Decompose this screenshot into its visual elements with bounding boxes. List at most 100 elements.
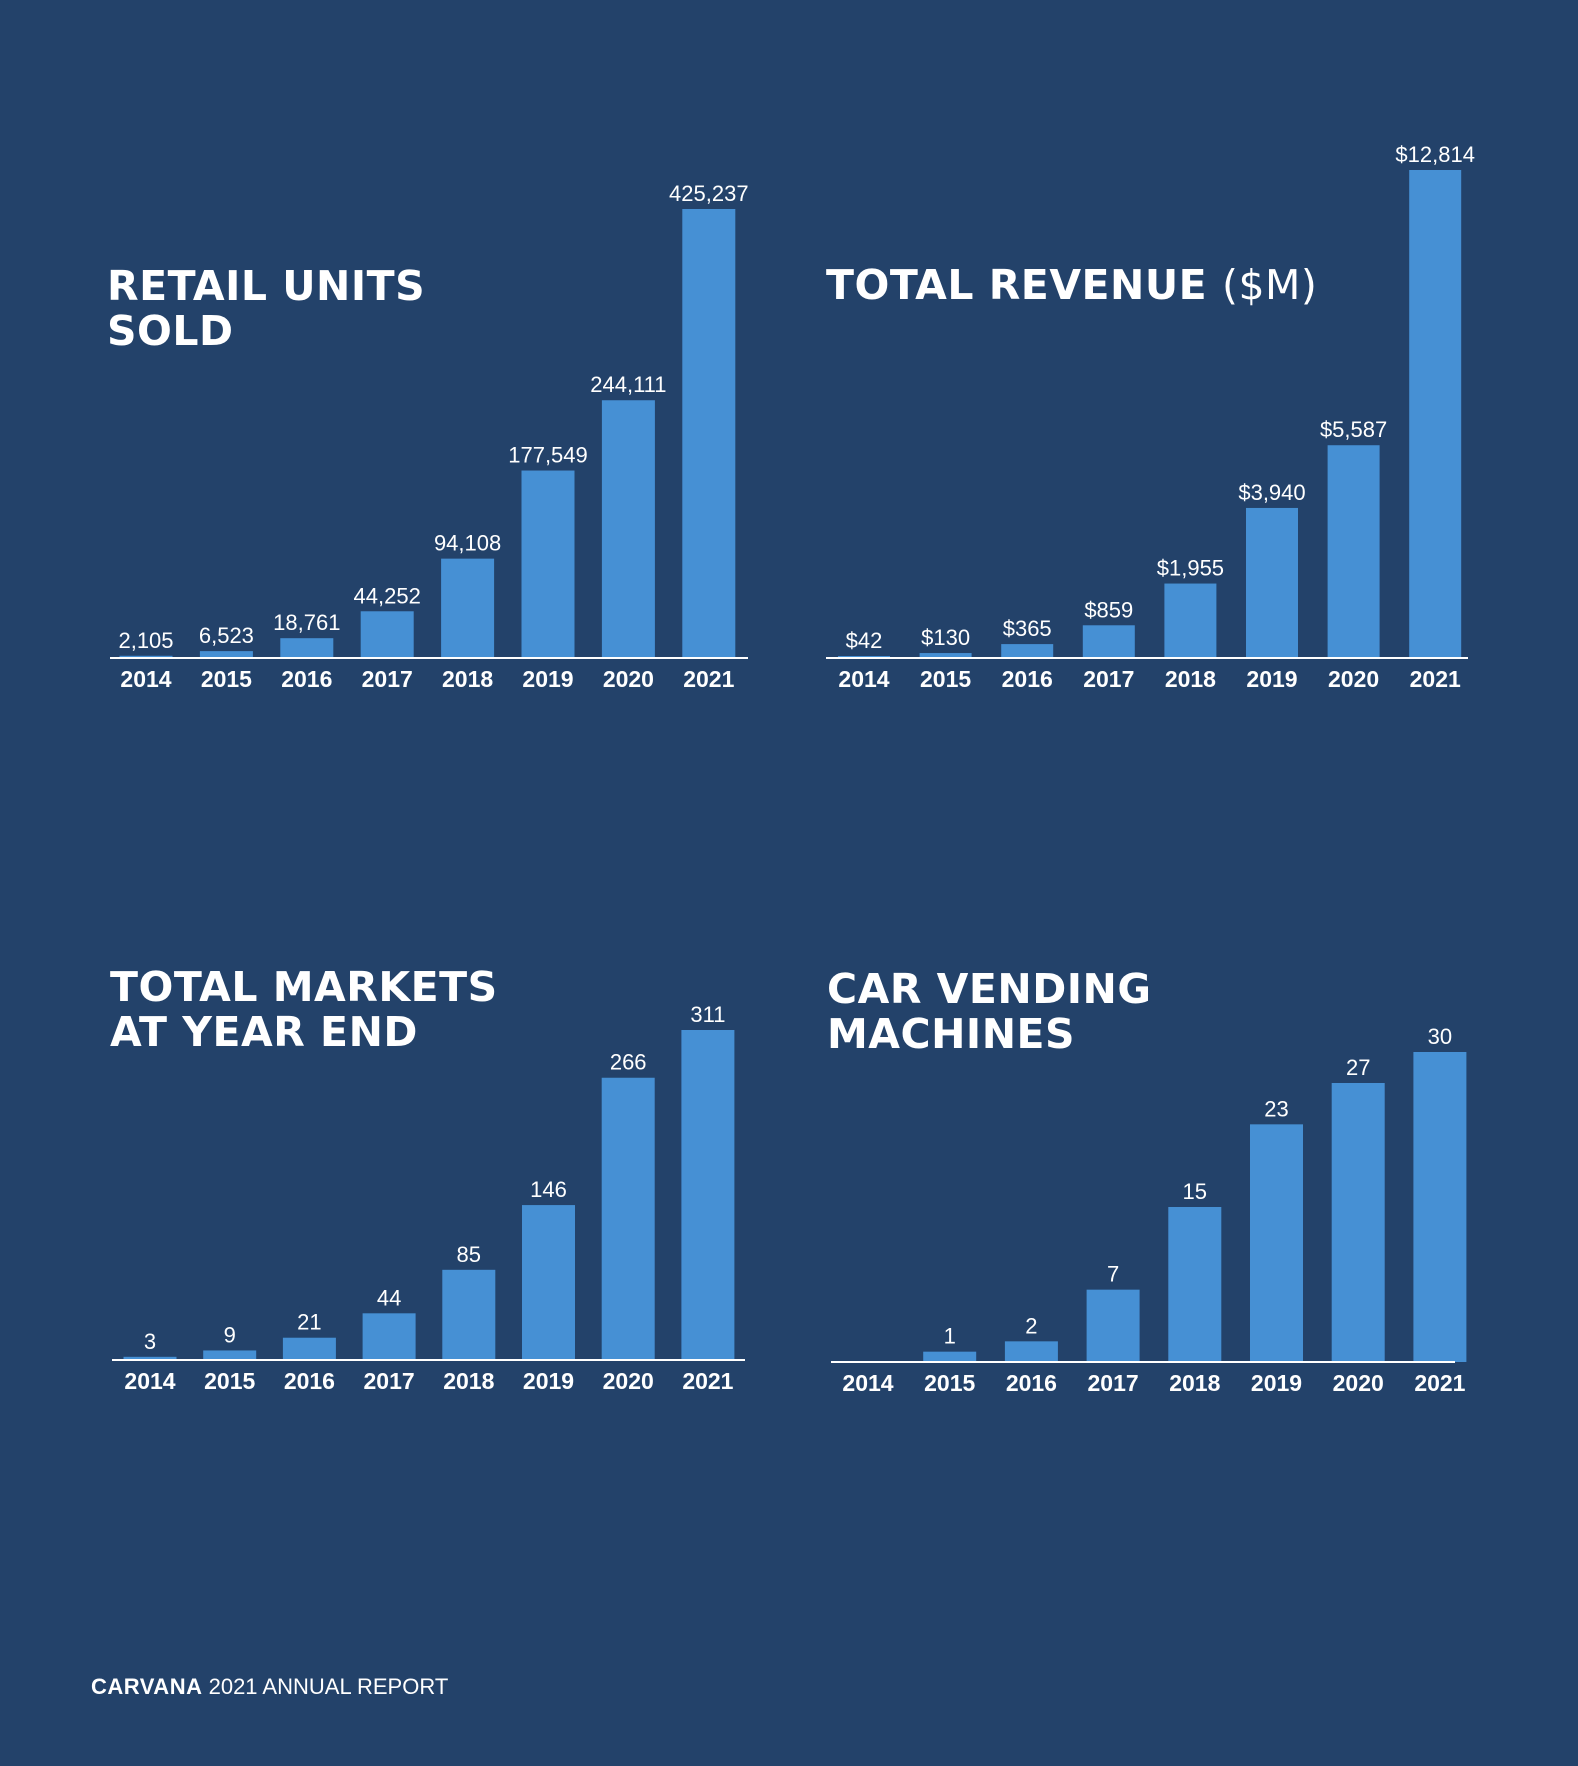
tick-label-2014: 2014 xyxy=(838,666,889,692)
tick-label-2018: 2018 xyxy=(443,1368,494,1394)
bar-2020 xyxy=(601,400,655,658)
bar-2016 xyxy=(280,638,334,658)
data-label-2021: 311 xyxy=(690,1002,725,1027)
data-label-2016: 18,761 xyxy=(273,610,340,635)
bar-2014 xyxy=(123,1356,177,1360)
bar-2015 xyxy=(919,653,972,658)
tick-label-2019: 2019 xyxy=(1251,1370,1302,1396)
chart-title-line2: MACHINES xyxy=(827,1010,1076,1058)
data-label-2018: 15 xyxy=(1183,1179,1207,1204)
data-label-2014: 3 xyxy=(144,1329,156,1354)
tick-label-2015: 2015 xyxy=(924,1370,975,1396)
bar-2015 xyxy=(923,1351,977,1362)
bar-2018 xyxy=(441,558,495,658)
data-label-2015: $130 xyxy=(921,625,970,650)
chart-title-line2: SOLD xyxy=(107,307,234,355)
data-label-2021: 30 xyxy=(1428,1024,1452,1049)
chart-total-revenue: TOTAL REVENUE ($M) $42 2014 $130 2015 $365 20… xyxy=(820,142,1480,785)
tick-label-2017: 2017 xyxy=(364,1368,415,1394)
tick-label-2017: 2017 xyxy=(1083,666,1134,692)
bar-2021 xyxy=(681,1030,735,1360)
bar-2021 xyxy=(682,209,736,658)
footer-brand: CARVANA xyxy=(91,1674,203,1699)
bar-2018 xyxy=(1164,583,1217,658)
bar-2018 xyxy=(1168,1207,1222,1362)
tick-label-2021: 2021 xyxy=(683,666,734,692)
tick-label-2015: 2015 xyxy=(920,666,971,692)
chart-title-line1: RETAIL UNITS xyxy=(107,262,426,310)
data-label-2021: $12,814 xyxy=(1395,142,1475,167)
bar-2017 xyxy=(1086,1289,1140,1362)
data-label-2017: 44 xyxy=(377,1285,401,1310)
bar-2017 xyxy=(1082,625,1135,658)
bar-chart-svg: $42 2014 $130 2015 $365 2016 $859 2017 $1,955 201… xyxy=(826,142,1475,692)
data-label-2014: 2,105 xyxy=(118,628,173,653)
chart-title-line1: TOTAL MARKETS xyxy=(110,963,498,1011)
bar-2020 xyxy=(601,1077,655,1360)
tick-label-2021: 2021 xyxy=(1410,666,1461,692)
tick-label-2014: 2014 xyxy=(842,1370,893,1396)
tick-label-2019: 2019 xyxy=(522,666,573,692)
bar-2019 xyxy=(1246,507,1298,658)
tick-label-2017: 2017 xyxy=(1088,1370,1139,1396)
bar-2017 xyxy=(360,611,414,658)
data-label-2018: 94,108 xyxy=(434,531,501,556)
tick-label-2014: 2014 xyxy=(124,1368,175,1394)
bar-chart-svg: 3 2014 9 2015 21 2016 44 2017 85 2018 146 2019 266 20… xyxy=(112,1002,745,1394)
data-label-2019: $3,940 xyxy=(1238,480,1305,505)
data-label-2015: 1 xyxy=(944,1324,956,1349)
bar-2019 xyxy=(1250,1124,1303,1362)
tick-label-2016: 2016 xyxy=(281,666,332,692)
tick-label-2021: 2021 xyxy=(1414,1370,1465,1396)
data-label-2017: 7 xyxy=(1107,1262,1119,1287)
data-label-2016: 2 xyxy=(1025,1313,1037,1338)
tick-label-2015: 2015 xyxy=(204,1368,255,1394)
data-label-2016: $365 xyxy=(1003,616,1052,641)
tick-label-2018: 2018 xyxy=(1169,1370,1220,1396)
tick-label-2018: 2018 xyxy=(1165,666,1216,692)
bar-2015 xyxy=(199,651,253,658)
bar-2021 xyxy=(1413,1052,1467,1362)
tick-label-2019: 2019 xyxy=(1246,666,1297,692)
data-label-2019: 177,549 xyxy=(508,443,588,468)
bar-2014 xyxy=(119,655,173,658)
tick-label-2015: 2015 xyxy=(201,666,252,692)
chart-title: TOTAL MARKETS AT YEAR END xyxy=(110,965,498,1055)
chart-title: CAR VENDING MACHINES xyxy=(827,967,1151,1057)
bar-2021 xyxy=(1409,170,1462,658)
bar-2020 xyxy=(1331,1083,1385,1362)
bar-2016 xyxy=(1001,644,1054,658)
footer-text: 2021 ANNUAL REPORT xyxy=(202,1674,449,1699)
data-label-2018: $1,955 xyxy=(1157,556,1224,581)
data-label-2017: $859 xyxy=(1084,597,1133,622)
bar-2016 xyxy=(282,1337,336,1360)
chart-title: RETAIL UNITS SOLD xyxy=(107,264,425,354)
bar-2019 xyxy=(522,1205,575,1360)
data-label-2021: 425,237 xyxy=(669,181,749,206)
bar-2019 xyxy=(521,470,575,658)
data-label-2014: $42 xyxy=(846,628,883,653)
data-label-2020: 266 xyxy=(610,1050,647,1075)
data-label-2019: 23 xyxy=(1264,1096,1288,1121)
tick-label-2014: 2014 xyxy=(120,666,171,692)
chart-retail-units: RETAIL UNITS SOLD 2,105 2014 6,523 2015 18,7… xyxy=(100,181,760,805)
chart-title-line1: TOTAL REVENUE xyxy=(826,261,1208,309)
tick-label-2020: 2020 xyxy=(603,666,654,692)
chart-car-vending: CAR VENDING MACHINES 2014 1 2015 2 2016 7 2017… xyxy=(820,967,1480,1620)
chart-title-unit: ($M) xyxy=(1221,261,1318,309)
chart-title: TOTAL REVENUE ($M) xyxy=(826,263,1317,308)
data-label-2017: 44,252 xyxy=(354,583,421,608)
tick-label-2017: 2017 xyxy=(362,666,413,692)
chart-title-line2: AT YEAR END xyxy=(110,1008,418,1056)
data-label-2019: 146 xyxy=(530,1177,567,1202)
tick-label-2020: 2020 xyxy=(603,1368,654,1394)
bar-2018 xyxy=(442,1269,496,1360)
data-label-2020: 27 xyxy=(1346,1055,1370,1080)
bar-2015 xyxy=(203,1350,257,1360)
bar-chart-svg: 2014 1 2015 2 2016 7 2017 15 2018 23 2019 27 2020 30 2… xyxy=(831,1024,1467,1396)
bar-2017 xyxy=(362,1313,416,1360)
chart-total-markets: TOTAL MARKETS AT YEAR END 3 2014 9 2015 21 20… xyxy=(100,965,760,1620)
tick-label-2016: 2016 xyxy=(1002,666,1053,692)
tick-label-2020: 2020 xyxy=(1328,666,1379,692)
tick-label-2016: 2016 xyxy=(284,1368,335,1394)
